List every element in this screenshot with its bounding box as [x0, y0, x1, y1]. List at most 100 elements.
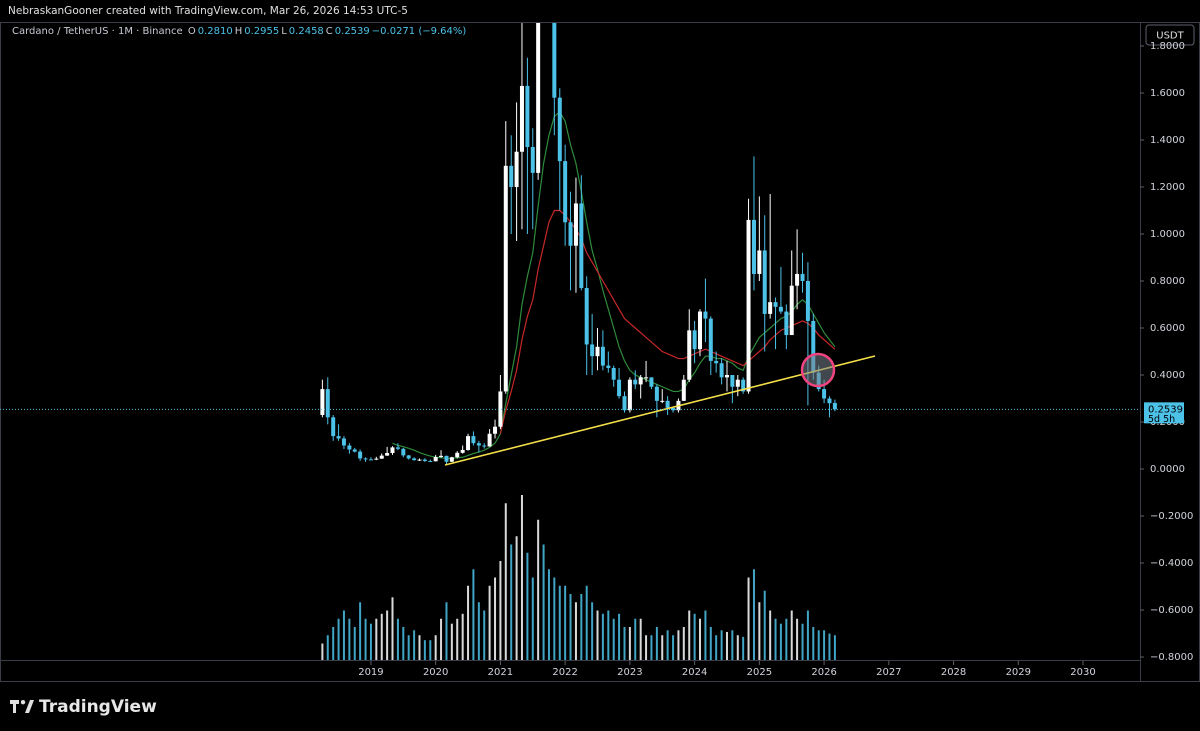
candle-body	[455, 452, 460, 458]
volume-bar	[628, 627, 631, 660]
candle-body	[573, 203, 578, 246]
y-tick-label: 1.2000	[1150, 182, 1185, 193]
volume-bar	[817, 630, 820, 660]
credit: NebraskanGooner created with TradingView…	[8, 5, 408, 17]
candle-body	[417, 459, 422, 461]
ohlc-value: 0.2539	[334, 26, 370, 37]
volume-bar	[790, 610, 793, 660]
volume-bar	[720, 630, 723, 660]
candle-body	[638, 377, 643, 385]
volume-bar	[326, 635, 329, 660]
x-tick-label: 2030	[1070, 667, 1095, 678]
volume-bar	[450, 623, 453, 660]
volume-bar	[709, 627, 712, 660]
volume-bar	[434, 635, 437, 660]
candle-body	[471, 436, 476, 444]
logo-icon	[10, 700, 34, 713]
currency-button[interactable]	[1145, 24, 1195, 46]
ohlc-label: H	[234, 26, 243, 37]
candle-body	[444, 455, 449, 462]
candle-body	[627, 379, 632, 411]
y-tick-label: 1.4000	[1150, 135, 1185, 146]
volume-bar	[693, 613, 696, 660]
candle-body	[422, 459, 427, 462]
last-price-tag	[1144, 402, 1184, 424]
candle-body	[697, 311, 702, 350]
currency-label[interactable]: USDT	[1156, 31, 1184, 42]
x-tick-label: 2026	[811, 667, 836, 678]
volume-bar	[715, 635, 718, 660]
volume-bar	[779, 623, 782, 660]
volume-bar	[747, 577, 750, 660]
volume-bar	[564, 585, 567, 660]
candle-body	[395, 447, 400, 449]
volume-bar	[585, 585, 588, 660]
volume-bar	[396, 618, 399, 660]
candle-body	[590, 344, 595, 357]
volume-bar	[483, 610, 486, 660]
candle-body	[476, 443, 481, 446]
volume-bar	[526, 552, 529, 660]
change: −0.0271 (−9.64%)	[371, 26, 467, 37]
candle-body	[751, 219, 756, 274]
volume-bar	[580, 594, 583, 660]
candle-body	[811, 320, 816, 373]
volume-bar	[596, 610, 599, 660]
volume-bar	[612, 618, 615, 660]
volume-bar	[510, 544, 513, 660]
volume-bar	[645, 635, 648, 660]
y-tick-label: 1.6000	[1150, 88, 1185, 99]
x-tick-label: 2019	[358, 667, 383, 678]
candle-body	[730, 375, 735, 387]
volume-bar	[661, 635, 664, 660]
volume-bar	[359, 602, 362, 660]
last-price-label: 0.2539	[1148, 404, 1183, 415]
candle-body	[385, 453, 390, 456]
volume-bar	[499, 561, 502, 660]
volume-bar	[467, 585, 470, 660]
volume-bar	[591, 602, 594, 660]
volume-bar	[639, 618, 642, 660]
volume-bar	[391, 597, 394, 660]
y-tick-label: 1.8000	[1150, 41, 1185, 52]
candle-body	[681, 379, 686, 401]
candle-body	[514, 151, 519, 187]
volume-bar	[337, 618, 340, 660]
highlight-circle	[800, 352, 836, 388]
y-tick-label: −0.4000	[1150, 558, 1193, 569]
volume-bar	[537, 519, 540, 660]
candle-body	[563, 161, 568, 223]
candle-body	[617, 379, 622, 397]
volume-bar	[348, 618, 351, 660]
volume-bar	[380, 613, 383, 660]
ohlc-label: O	[187, 26, 196, 37]
candle-body	[795, 273, 800, 286]
ohlc-value: 0.2458	[288, 26, 324, 37]
volume-bar	[558, 585, 561, 660]
volume-bar	[801, 623, 804, 660]
ohlc-label: L	[281, 26, 287, 37]
x-tick-label: 2024	[682, 667, 707, 678]
volume-bar	[413, 630, 416, 660]
candle-body	[692, 330, 697, 350]
candle-body	[773, 302, 778, 307]
volume-bar	[418, 635, 421, 660]
volume-bar	[704, 610, 707, 660]
candle-body	[320, 389, 325, 415]
candle-body	[714, 360, 719, 364]
volume-bar	[763, 590, 766, 660]
candle-body	[341, 438, 346, 446]
candle-body	[622, 396, 627, 411]
candle-body	[724, 375, 729, 378]
volume-bar	[601, 613, 604, 660]
volume-bar	[423, 640, 426, 660]
candle-body	[412, 458, 417, 461]
volume-bar	[332, 627, 335, 660]
candle-body	[428, 461, 433, 463]
volume-bar	[618, 613, 621, 660]
volume-bar	[769, 610, 772, 660]
volume-bar	[688, 610, 691, 660]
candle-body	[374, 458, 379, 460]
ohlc-value: 0.2955	[244, 26, 280, 37]
x-tick-label: 2025	[747, 667, 772, 678]
